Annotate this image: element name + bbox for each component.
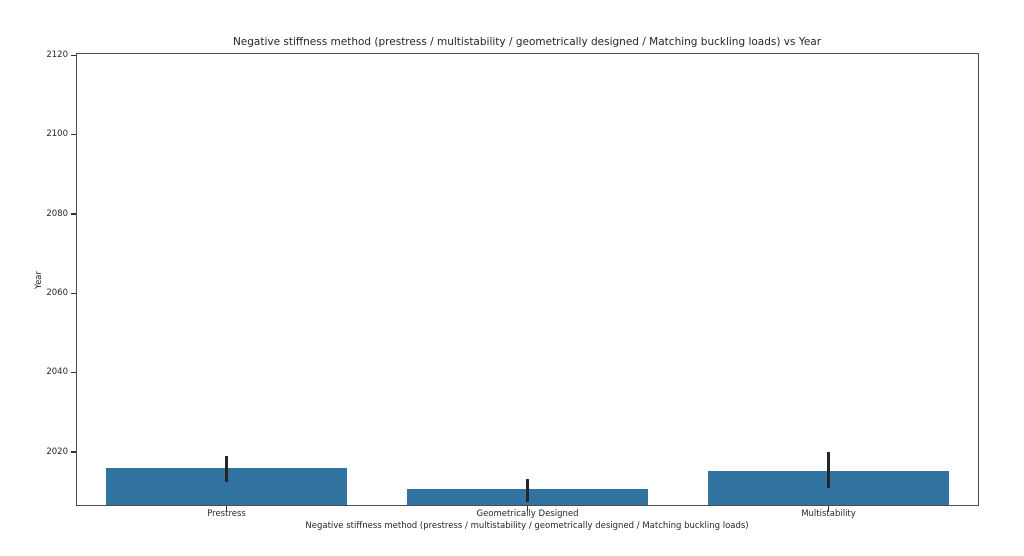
- x-tick-mark: [827, 506, 830, 511]
- y-tick-mark: [71, 213, 76, 215]
- x-tick-mark: [526, 506, 529, 511]
- error-bar-prestress: [225, 456, 228, 482]
- y-tick-mark: [71, 372, 76, 374]
- error-bar-multistability: [827, 452, 830, 488]
- x-axis-label: Negative stiffness method (prestress / m…: [305, 521, 749, 531]
- y-tick-label: 2120: [46, 49, 68, 60]
- y-tick-label: 2100: [46, 129, 68, 140]
- y-tick-mark: [71, 134, 76, 136]
- y-tick-mark: [71, 451, 76, 453]
- y-tick-mark: [71, 292, 76, 294]
- plot-area: [76, 53, 979, 506]
- chart-title: Negative stiffness method (prestress / m…: [232, 36, 822, 48]
- y-tick-mark: [71, 54, 76, 56]
- y-tick-label: 2060: [46, 287, 68, 298]
- x-tick-label-prestress: Prestress: [207, 508, 246, 519]
- x-tick-label-geometrically-designed: Geometrically Designed: [476, 508, 579, 519]
- y-tick-label: 2040: [46, 367, 68, 378]
- y-axis-label: Year: [34, 271, 44, 289]
- y-tick-label: 2080: [46, 208, 68, 219]
- x-tick-label-multistability: Multistability: [801, 508, 856, 519]
- error-bar-geometrically-designed: [526, 479, 529, 502]
- y-tick-label: 2020: [46, 446, 68, 457]
- x-tick-mark: [225, 506, 228, 511]
